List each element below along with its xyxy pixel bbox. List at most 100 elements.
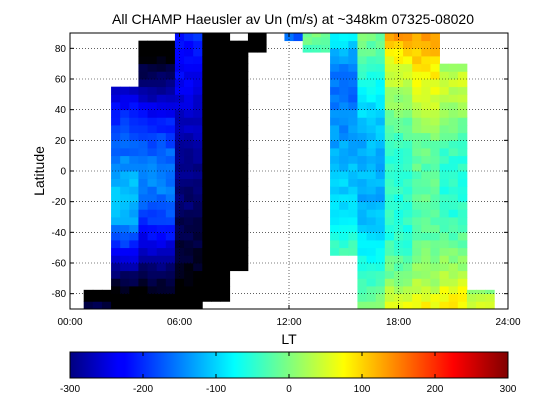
heatmap-cell: [375, 293, 386, 302]
heatmap-cell: [357, 63, 367, 72]
heatmap-cell: [357, 178, 367, 187]
heatmap-cell: [229, 178, 240, 187]
heatmap-cell: [448, 163, 459, 172]
heatmap-cell: [220, 79, 231, 88]
heatmap-cell: [147, 263, 158, 272]
heatmap-cell: [384, 40, 395, 49]
heatmap-cell: [220, 247, 231, 256]
heatmap-cell: [448, 209, 459, 218]
heatmap-cell: [403, 270, 413, 279]
heatmap-cell: [439, 194, 450, 203]
heatmap-cell: [193, 33, 203, 42]
heatmap-cell: [448, 301, 459, 310]
heatmap-cell: [111, 301, 121, 310]
heatmap-cell: [403, 201, 413, 210]
heatmap-cell: [339, 209, 349, 218]
heatmap-cell: [111, 132, 121, 141]
heatmap-cell: [330, 140, 340, 149]
heatmap-cell: [211, 86, 221, 95]
heatmap-cell: [156, 163, 167, 172]
heatmap-cell: [421, 278, 431, 287]
heatmap-cell: [101, 293, 112, 302]
heatmap-cell: [366, 194, 377, 203]
heatmap-cell: [384, 109, 395, 118]
heatmap-cell: [138, 286, 148, 295]
heatmap-cell: [421, 140, 431, 149]
heatmap-cell: [357, 155, 367, 164]
heatmap-cell: [393, 247, 404, 256]
heatmap-cell: [138, 163, 148, 172]
heatmap-cell: [165, 194, 176, 203]
heatmap-cell: [357, 86, 367, 95]
heatmap-cell: [430, 240, 440, 249]
heatmap-cell: [165, 232, 176, 241]
heatmap-cell: [357, 247, 367, 256]
heatmap-cell: [430, 255, 440, 264]
heatmap-cell: [366, 71, 377, 80]
plot-frame: [69, 32, 509, 310]
heatmap-cell: [184, 186, 194, 195]
heatmap-cell: [448, 94, 459, 103]
heatmap-cell: [430, 217, 440, 226]
heatmap-cell: [174, 178, 185, 187]
heatmap-cell: [348, 56, 358, 65]
heatmap-cell: [193, 301, 203, 310]
heatmap-cell: [147, 71, 158, 80]
heatmap-cell: [403, 102, 413, 111]
heatmap-cell: [357, 286, 367, 295]
heatmap-cell: [229, 255, 240, 264]
heatmap-cell: [174, 94, 185, 103]
heatmap-cell: [348, 94, 358, 103]
heatmap-cell: [111, 247, 121, 256]
heatmap-cell: [339, 148, 349, 157]
heatmap-cell: [174, 63, 185, 72]
heatmap-cell: [384, 178, 395, 187]
heatmap-cell: [156, 94, 167, 103]
heatmap-cell: [83, 289, 94, 295]
heatmap-cell: [430, 194, 440, 203]
heatmap-cell: [348, 217, 358, 226]
heatmap-cell: [457, 178, 468, 187]
heatmap-cell: [393, 117, 404, 126]
heatmap-cell: [375, 270, 386, 279]
heatmap-cell: [120, 278, 130, 287]
heatmap-cell: [366, 186, 377, 195]
heatmap-cell: [330, 178, 340, 187]
heatmap-cell: [138, 247, 148, 256]
heatmap-cell: [129, 171, 139, 180]
heatmap-cell: [220, 94, 231, 103]
colorbar-tick-label: 0: [286, 384, 292, 395]
heatmap-cell: [421, 171, 431, 180]
heatmap-cell: [366, 109, 377, 118]
heatmap-cell: [202, 155, 212, 164]
heatmap-cell: [393, 217, 404, 226]
heatmap-cell: [403, 148, 413, 157]
heatmap-cell: [202, 102, 212, 111]
heatmap-cell: [457, 163, 468, 172]
heatmap-cell: [439, 86, 450, 95]
heatmap-cell: [403, 132, 413, 141]
heatmap-cell: [366, 79, 377, 88]
heatmap-cell: [129, 148, 139, 157]
heatmap-cell: [202, 286, 212, 295]
x-axis-label: LT: [281, 331, 297, 347]
heatmap-cell: [375, 232, 386, 241]
heatmap-cell: [238, 86, 249, 95]
heatmap-cell: [366, 270, 377, 279]
heatmap-cell: [184, 270, 194, 279]
heatmap-cell: [421, 125, 431, 134]
heatmap-cell: [375, 33, 386, 42]
heatmap-cell: [439, 79, 450, 88]
heatmap-cell: [412, 102, 422, 111]
heatmap-cell: [330, 201, 340, 210]
heatmap-cell: [156, 293, 167, 302]
heatmap-cell: [330, 240, 340, 249]
heatmap-cell: [165, 217, 176, 226]
heatmap-cell: [147, 79, 158, 88]
heatmap-cell: [384, 56, 395, 65]
heatmap-cell: [202, 63, 212, 72]
heatmap-cell: [202, 132, 212, 141]
heatmap-cell: [348, 209, 358, 218]
heatmap-cell: [412, 240, 422, 249]
heatmap-cell: [220, 48, 231, 57]
